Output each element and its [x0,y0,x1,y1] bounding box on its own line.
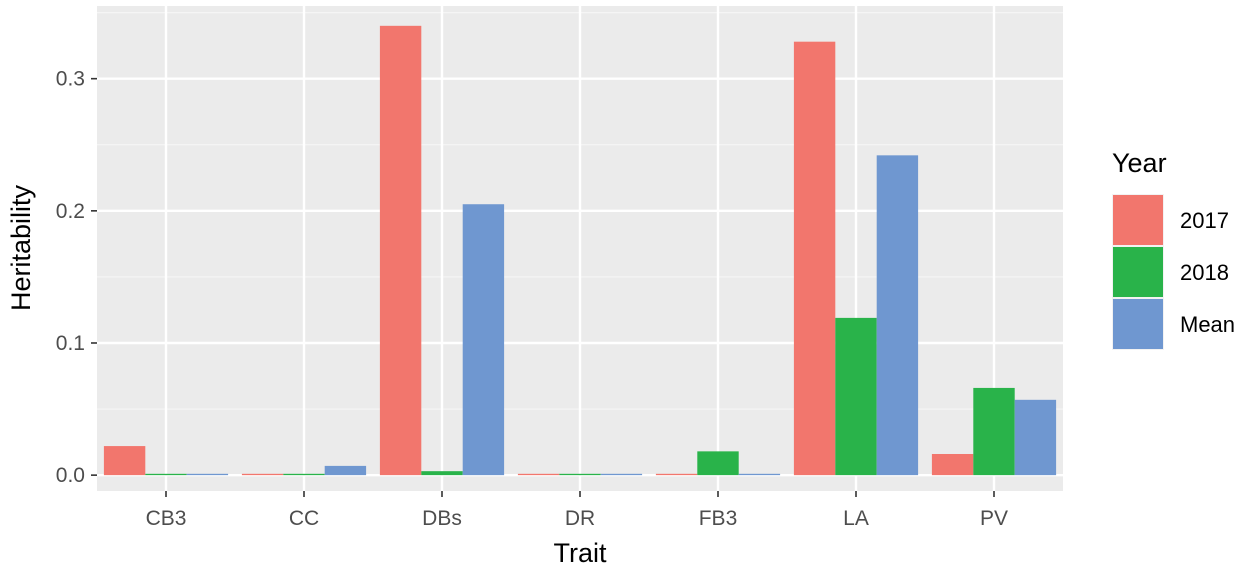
bar-mean-cc [324,465,367,476]
y-tick-label: 0.1 [56,332,85,355]
y-tick-label: 0.3 [56,68,85,91]
bar-2018-cc [283,473,325,476]
bar-2017-la [793,41,836,476]
x-tick-label: DBs [422,507,462,530]
x-tick-label: PV [980,507,1008,530]
bar-2017-cb3 [103,446,146,476]
x-axis: CB3 CC DBs DR FB3 LA PV [146,491,1008,530]
legend: Year 2017 2018 Mean [1112,148,1235,350]
legend-swatch-mean [1113,299,1163,349]
legend-label: 2017 [1180,208,1229,233]
y-tick-label: 0.2 [56,200,85,223]
bar-2017-fb3 [655,473,698,476]
x-tick-label: CB3 [146,507,187,530]
legend-label: 2018 [1180,260,1229,285]
x-axis-title: Trait [554,538,607,568]
bar-2017-dbs [379,25,422,476]
bar-mean-la [876,155,919,476]
x-tick-label: FB3 [699,507,738,530]
x-tick-label: DR [565,507,595,530]
bar-2018-la [835,317,877,476]
bar-mean-pv [1014,399,1057,476]
y-axis-title: Heritability [6,184,36,311]
bar-2017-pv [931,453,974,476]
legend-title: Year [1112,148,1167,178]
legend-label: Mean [1180,312,1235,337]
bar-mean-fb3 [738,473,781,476]
x-tick-label: LA [843,507,869,530]
bar-2018-dr [559,473,601,476]
bar-2018-dbs [421,471,463,476]
bar-2017-dr [517,473,560,476]
bar-2017-cc [241,473,284,476]
bar-mean-dbs [462,204,505,476]
bar-2018-pv [973,387,1015,476]
bar-2018-fb3 [697,451,739,476]
bar-mean-dr [600,473,643,476]
bar-mean-cb3 [186,473,229,476]
bars [103,25,1057,476]
x-tick-label: CC [289,507,319,530]
bar-2018-cb3 [145,473,187,476]
y-tick-label: 0.0 [56,464,85,487]
legend-swatch-2017 [1113,195,1163,245]
y-axis: 0.0 0.1 0.2 0.3 [56,68,97,487]
legend-swatch-2018 [1113,247,1163,297]
